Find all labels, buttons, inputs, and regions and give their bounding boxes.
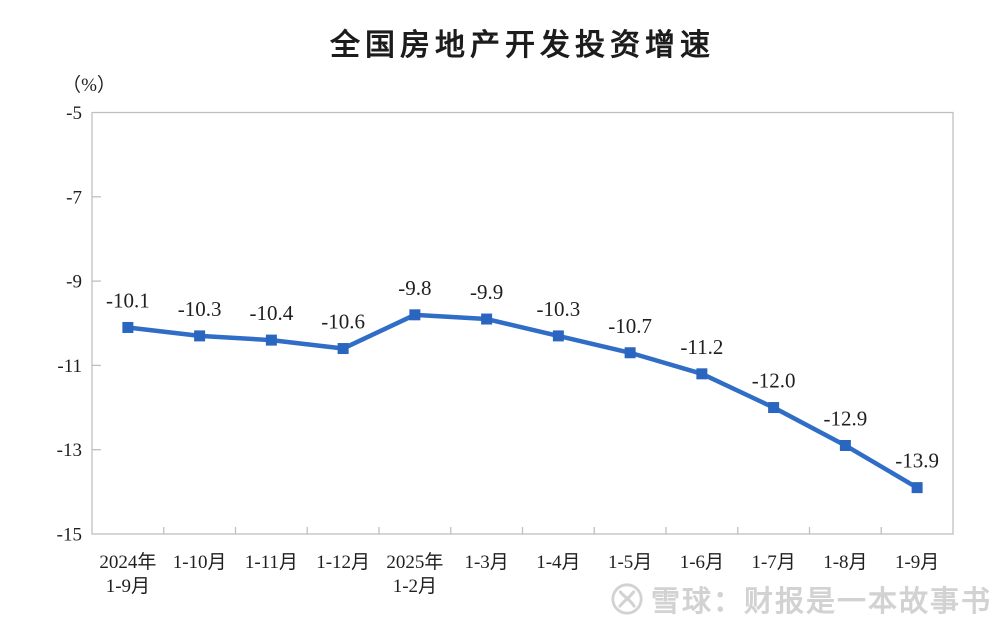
data-point-marker — [122, 321, 134, 333]
data-point-label: -10.3 — [178, 297, 222, 321]
x-tick-label: 1-6月 — [680, 552, 724, 573]
data-point-label: -12.0 — [752, 369, 796, 393]
plot-border — [91, 111, 954, 535]
data-point-marker — [839, 439, 851, 451]
data-point-label: -10.1 — [106, 288, 150, 312]
data-point-label: -11.2 — [680, 335, 723, 359]
x-tick-label: 1-4月 — [536, 552, 580, 573]
data-point-label: -12.9 — [824, 406, 868, 430]
data-point-label: -9.9 — [470, 280, 503, 304]
data-point-marker — [337, 343, 349, 355]
x-tick-label: 1-10月 — [173, 552, 227, 573]
y-tick-label: -13 — [57, 440, 82, 461]
x-tick-label: 1-8月 — [823, 552, 867, 573]
chart-line — [125, 312, 920, 490]
data-point-marker — [768, 402, 780, 414]
x-tick-label: 1-9月 — [895, 552, 939, 573]
xueqiu-logo-icon — [611, 583, 643, 615]
data-point-marker — [696, 368, 708, 380]
y-tick-label: -15 — [57, 525, 82, 546]
x-tick-label: 1-7月 — [751, 552, 795, 573]
x-tick-label: 2025年 — [386, 551, 443, 573]
watermark: 雪球：财报是一本故事书 — [610, 578, 992, 620]
data-point-label: -9.8 — [398, 276, 431, 300]
x-tick-label: 1-5月 — [608, 552, 652, 573]
x-tick-label: 1-2月 — [393, 576, 437, 597]
x-tick-label: 1-12月 — [316, 552, 370, 573]
data-point-label: -10.7 — [608, 314, 652, 338]
y-tick-label: -7 — [66, 187, 82, 208]
x-tick-label: 1-9月 — [106, 576, 150, 597]
x-tick-label: 2024年 — [99, 551, 156, 573]
data-point-marker — [409, 309, 421, 321]
x-tick-label: 1-3月 — [464, 552, 508, 573]
data-point-label: -13.9 — [895, 449, 939, 473]
x-tick-label: 1-11月 — [245, 552, 298, 573]
data-point-marker — [624, 347, 636, 359]
y-tick-label: -9 — [66, 272, 82, 293]
chart-title: 全国房地产开发投资增速 — [330, 29, 715, 62]
y-tick-label: -11 — [57, 356, 82, 377]
data-point-label: -10.6 — [321, 310, 365, 334]
data-point-marker — [911, 482, 923, 494]
watermark-text: 雪球：财报是一本故事书 — [650, 586, 992, 618]
data-point-marker — [481, 313, 493, 325]
y-tick-label: -5 — [66, 103, 82, 124]
data-point-marker — [194, 330, 206, 342]
data-point-marker — [265, 334, 277, 346]
data-point-marker — [552, 330, 564, 342]
data-point-label: -10.4 — [250, 301, 294, 325]
y-axis-unit-label: （%） — [62, 75, 116, 96]
data-point-label: -10.3 — [537, 297, 581, 321]
